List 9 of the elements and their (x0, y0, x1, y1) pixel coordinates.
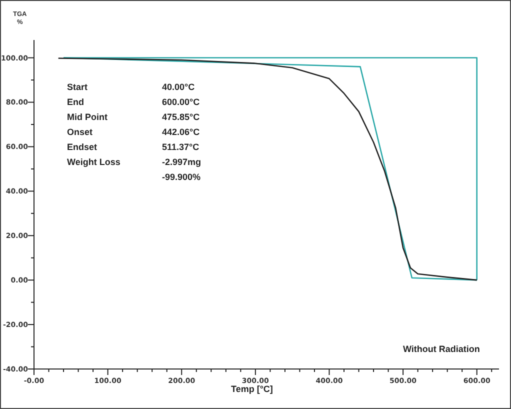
annotation: Without Radiation (403, 344, 480, 354)
text: Onset 442.06°C (67, 127, 200, 137)
text: Endset 511.37°C (67, 142, 200, 152)
text: Start 40.00°C (67, 82, 195, 92)
annotation: -99.900% (162, 172, 201, 184)
x-axis-title: Temp [°C] (231, 384, 273, 394)
text: Weight Loss -2.997mg (67, 157, 202, 167)
text: Mid Point 475.85°C (67, 112, 200, 122)
text: End 600.00°C (67, 97, 200, 107)
